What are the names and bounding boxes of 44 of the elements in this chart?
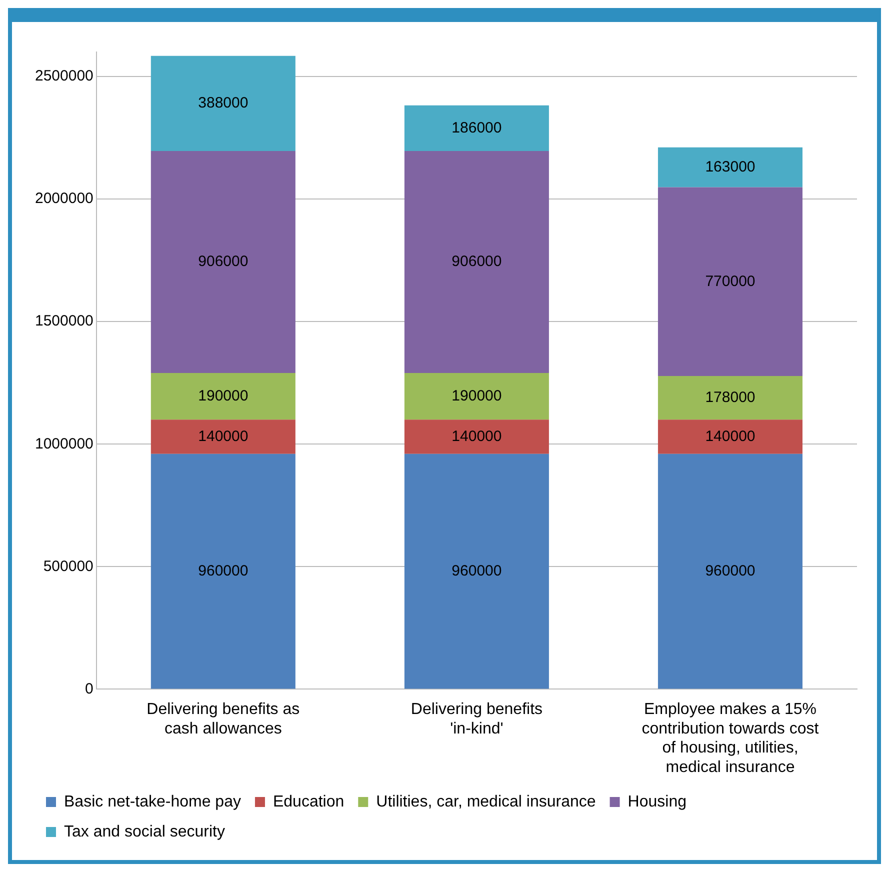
data-label: 140000 — [452, 428, 502, 445]
y-tick-label: 2500000 — [34, 68, 94, 85]
data-label: 163000 — [705, 158, 756, 176]
bar — [404, 454, 549, 689]
data-label: 388000 — [198, 94, 248, 112]
x-tick-label: Delivering benefits as cash allowances — [146, 701, 300, 738]
bar — [150, 420, 296, 454]
bar — [150, 56, 296, 152]
y-tick-label: 2000000 — [34, 190, 94, 208]
y-tick-label: 0 — [85, 680, 94, 698]
bar — [150, 454, 296, 689]
bar — [658, 376, 802, 420]
data-label: 190000 — [452, 387, 502, 404]
data-label: 960000 — [198, 562, 248, 580]
data-label: 190000 — [198, 387, 248, 404]
data-label: 140000 — [198, 428, 248, 445]
data-label: 960000 — [705, 562, 756, 580]
bar — [150, 151, 296, 374]
data-label: 186000 — [452, 119, 502, 136]
legend-label: Education — [272, 793, 344, 810]
data-label: 906000 — [198, 253, 248, 270]
bar — [150, 373, 296, 420]
y-tick-label: 1000000 — [34, 435, 94, 452]
bar — [404, 373, 549, 420]
bar — [658, 187, 802, 376]
legend-label: Basic net-take-home pay — [64, 793, 241, 810]
bar — [658, 147, 802, 188]
data-label: 178000 — [705, 388, 756, 406]
bar — [658, 454, 802, 689]
legend-label: Housing — [628, 793, 686, 810]
bar — [404, 151, 549, 374]
data-label: 960000 — [452, 562, 502, 580]
x-tick-label: Delivering benefits 'in-kind' — [410, 701, 543, 738]
bar — [404, 420, 549, 454]
y-tick-label: 1500000 — [34, 312, 94, 330]
bar — [404, 105, 549, 152]
x-tick-label: Employee makes a 15% contribution towards cost of housing, utilities, medical insurance — [642, 701, 820, 776]
bar — [658, 420, 802, 454]
data-label: 906000 — [452, 253, 502, 270]
data-label: 770000 — [705, 272, 756, 290]
y-tick-label: 500000 — [43, 558, 94, 575]
legend-label: Utilities, car, medical insurance — [376, 793, 596, 810]
legend-label: Tax and social security — [64, 823, 225, 840]
data-label: 140000 — [705, 428, 756, 445]
